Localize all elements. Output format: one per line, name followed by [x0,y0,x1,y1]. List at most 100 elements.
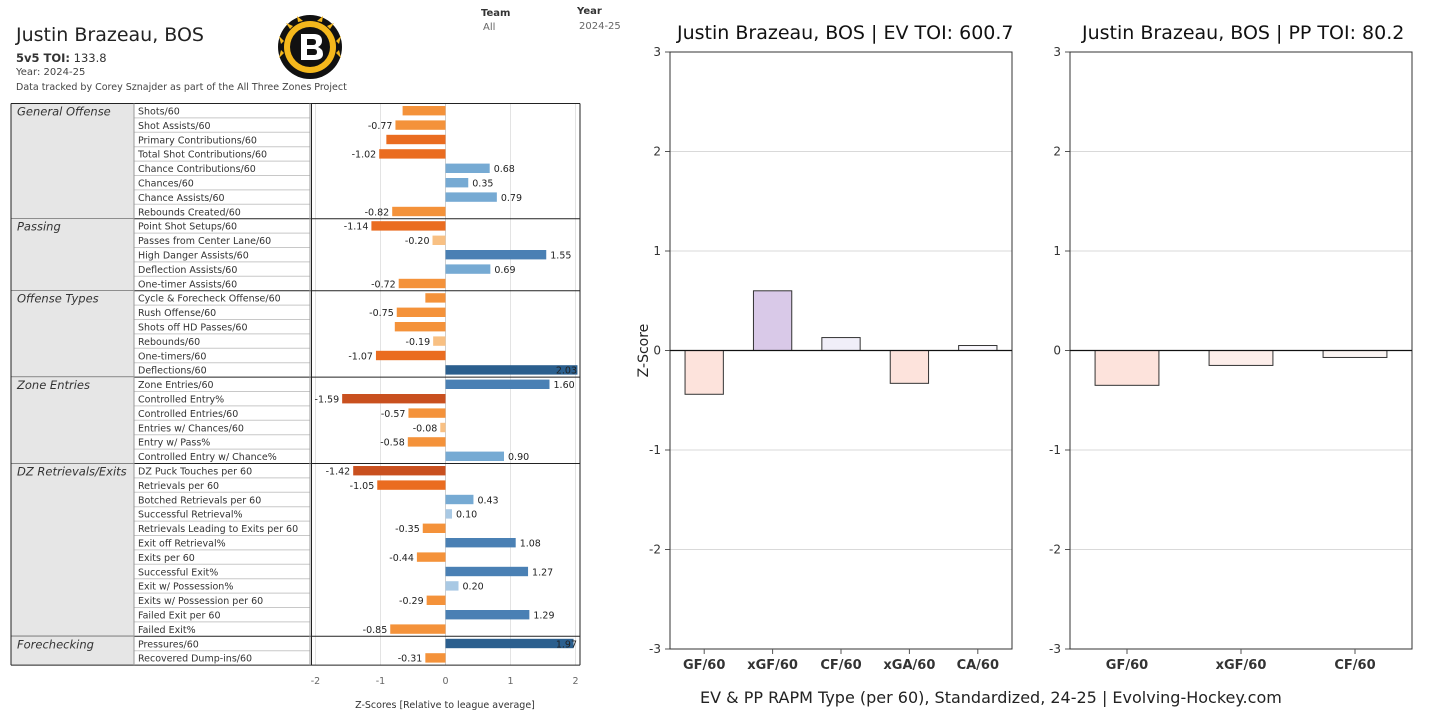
plot-area: -3 -2 -1 0 1 2 3 GF/60 xGF/60 CF/60 xGA/60 CA/60 Z-S… [636,45,1013,673]
metric-label: Botched Retrievals per 60 [138,495,261,506]
year-filter-label: Year [577,6,602,17]
team-filter-value[interactable]: All [483,22,496,33]
metric-bar [445,192,497,202]
value-label: 1.60 [554,380,575,391]
metric-bar [445,538,516,548]
metric-label: Shot Assists/60 [138,121,211,132]
metric-label: Zone Entries/60 [138,380,214,391]
pp-rapm-chart: -3 -2 -1 0 1 2 3 GF/60 xGF/60 CF/60 [1049,45,1413,673]
value-label: 0.90 [508,452,529,463]
group-cell [11,290,134,378]
metric-group: Forechecking Pressures/60 1.97 Recovered Du… [11,636,580,666]
team-filter-label: Team [481,8,511,19]
group-label: Offense Types [17,292,99,306]
metric-bar [445,379,550,389]
value-label: 0.10 [456,510,477,521]
value-label: 0.79 [501,193,522,204]
value-label: -0.19 [406,337,431,348]
metric-label: Rebounds Created/60 [138,207,241,218]
value-label: -1.59 [315,395,340,406]
metric-label: Total Shot Contributions/60 [137,150,267,161]
metric-bar [408,408,446,418]
metric-bar [445,581,459,591]
x-tick-label: CF/60 [1334,658,1375,673]
metric-group: Passing Point Shot Setups/60 -1.14 Passes f… [11,218,580,292]
metric-label: Failed Exit per 60 [138,611,221,622]
metric-bar [402,106,446,116]
value-label: 1.55 [550,251,571,262]
rapm-bar [889,350,930,384]
x-axis-title: Z-Scores [Relative to league average] [355,700,535,711]
metric-label: Primary Contributions/60 [138,135,257,146]
value-label: -1.05 [350,481,375,492]
x-tick-label: CF/60 [820,658,861,673]
metric-bar [445,638,574,649]
year-filter-value[interactable]: 2024-25 [579,21,621,32]
group-cell [11,103,134,219]
footer-caption: EV & PP RAPM Type (per 60), Standardized… [700,688,1282,707]
x-tick-label: -1 [376,676,385,687]
y-tick-label: -2 [1049,543,1061,557]
metric-group: DZ Retrievals/Exits DZ Puck Touches per 6… [11,463,580,637]
x-tick-label: xGF/60 [1216,658,1267,673]
group-cell [11,218,134,291]
metric-label: Successful Retrieval% [138,510,243,521]
metric-bar [375,350,446,361]
metric-bar [425,653,446,663]
group-label: General Offense [17,105,111,119]
metric-label: Chance Contributions/60 [138,164,256,175]
metric-label: Chance Assists/60 [138,193,225,204]
metric-label: Passes from Center Lane/60 [138,236,271,247]
metric-bar [426,595,446,605]
metric-group: General Offense Shots/60 Shot Assists/60 -0… [11,103,580,220]
metric-label: Shots off HD Passes/60 [138,323,248,334]
metric-label: High Danger Assists/60 [138,251,249,262]
x-tick-label: 2 [572,676,578,687]
y-tick-label: 3 [653,45,661,59]
y-tick-label: 3 [1053,45,1061,59]
y-tick-label: -3 [649,642,661,656]
metric-bar [445,509,452,519]
rapm-bar [958,345,998,351]
value-label: 2.03 [556,366,577,377]
value-label: 0.43 [477,495,498,506]
y-tick-label: 2 [1053,145,1061,159]
metric-label: Controlled Entry% [138,395,224,406]
ev-chart-title: Justin Brazeau, BOS | EV TOI: 600.7 [677,22,1014,44]
metric-bar [432,235,446,245]
player-title: Justin Brazeau, BOS [16,24,204,46]
metric-label: Successful Exit% [138,567,218,578]
value-label: -1.14 [344,222,369,233]
value-label: 0.69 [494,265,515,276]
metric-bar [416,552,446,562]
metric-label: Point Shot Setups/60 [138,222,237,233]
y-tick-label: 1 [1053,244,1061,258]
metric-label: DZ Puck Touches per 60 [138,467,252,478]
x-tick-label: xGA/60 [883,658,935,673]
metric-bar [386,134,446,145]
metric-bar [371,221,446,231]
group-label: DZ Retrievals/Exits [17,465,127,479]
metric-bar [407,437,446,447]
x-tick-label: xGF/60 [747,658,798,673]
value-label: -0.29 [399,596,424,607]
ev-rapm-chart: -3 -2 -1 0 1 2 3 GF/60 xGF/60 CF/60 xGA/60 CA/60 Z-S… [636,45,1013,673]
metric-label: Cycle & Forecheck Offense/60 [138,294,281,305]
y-tick-label: 1 [653,244,661,258]
pp-chart-title: Justin Brazeau, BOS | PP TOI: 80.2 [1082,22,1405,44]
metric-label: Retrievals per 60 [138,481,219,492]
metric-bar [445,610,530,620]
x-tick-label: GF/60 [1106,658,1148,673]
value-label: 1.97 [556,639,577,650]
rapm-bar [821,337,861,352]
metric-label: Controlled Entries/60 [138,409,238,420]
group-label: Zone Entries [16,378,90,392]
value-label: -1.02 [352,150,377,161]
toi-line: 5v5 TOI: 133.8 [16,51,107,65]
rapm-bar [752,290,793,352]
metric-label: One-timer Assists/60 [138,279,237,290]
metric-label: Deflection Assists/60 [138,265,237,276]
metric-label: Pressures/60 [138,639,199,650]
metric-label: Failed Exit% [138,625,196,636]
value-label: 0.35 [472,179,493,190]
